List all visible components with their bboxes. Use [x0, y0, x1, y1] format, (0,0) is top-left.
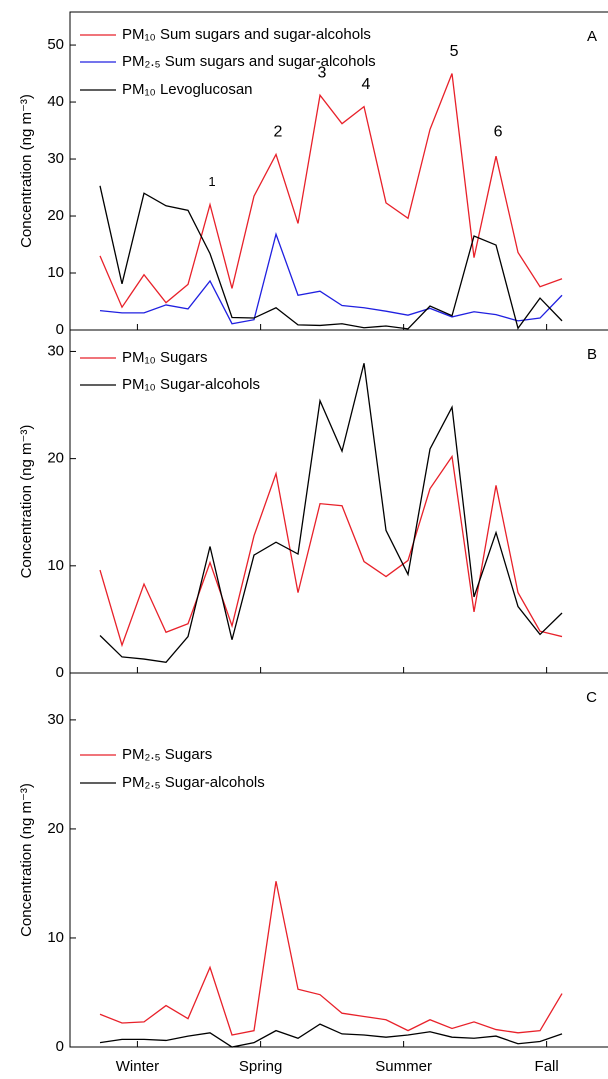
legend-label: PM₁₀ Sum sugars and sugar-alcohols — [122, 26, 371, 43]
y-axis-label: Concentration (ng m⁻³) — [18, 425, 35, 579]
legend-label: PM₁₀ Sugar-alcohols — [122, 376, 260, 393]
x-tick-label: Fall — [535, 1058, 559, 1075]
y-tick-label: 0 — [56, 1038, 64, 1055]
panel-label: C — [586, 689, 597, 706]
x-tick-label: Summer — [375, 1058, 432, 1075]
y-tick-label: 20 — [47, 450, 64, 467]
annotation: 3 — [318, 64, 327, 81]
y-tick-label: 20 — [47, 820, 64, 837]
y-axis-label: Concentration (ng m⁻³) — [18, 783, 35, 937]
legend-label: PM₁₀ Sugars — [122, 349, 207, 366]
annotation: 2 — [274, 124, 283, 141]
y-tick-label: 50 — [47, 36, 64, 53]
legend-label: PM₂.₅ Sum sugars and sugar-alcohols — [122, 53, 376, 70]
panel-label: B — [587, 346, 597, 363]
panel-label: A — [587, 28, 597, 45]
line — [99, 232, 563, 325]
line — [99, 454, 563, 648]
y-tick-label: 30 — [47, 711, 64, 728]
annotation: 6 — [494, 123, 503, 140]
axis-frame — [69, 672, 608, 1048]
y-tick-label: 40 — [47, 93, 64, 110]
line — [99, 73, 563, 309]
y-tick-label: 0 — [56, 664, 64, 681]
y-axis-label: Concentration (ng m⁻³) — [18, 94, 35, 248]
line — [99, 185, 563, 330]
annotation: 5 — [450, 43, 459, 60]
x-tick-label: Spring — [239, 1058, 282, 1075]
y-tick-label: 30 — [47, 150, 64, 167]
y-tick-label: 10 — [47, 264, 64, 281]
legend-label: PM₁₀ Levoglucosan — [122, 81, 253, 98]
annotation: 1 — [208, 174, 215, 189]
y-tick-label: 10 — [47, 929, 64, 946]
line — [99, 881, 563, 1036]
legend-label: PM₂.₅ Sugar-alcohols — [122, 774, 265, 791]
x-tick-label: Winter — [116, 1058, 159, 1075]
line — [99, 363, 563, 663]
annotation: 4 — [362, 76, 371, 93]
y-tick-label: 30 — [47, 342, 64, 359]
line — [99, 1023, 563, 1048]
y-tick-label: 20 — [47, 207, 64, 224]
y-tick-label: 10 — [47, 557, 64, 574]
y-tick-label: 0 — [56, 321, 64, 338]
legend-label: PM₂.₅ Sugars — [122, 746, 212, 763]
